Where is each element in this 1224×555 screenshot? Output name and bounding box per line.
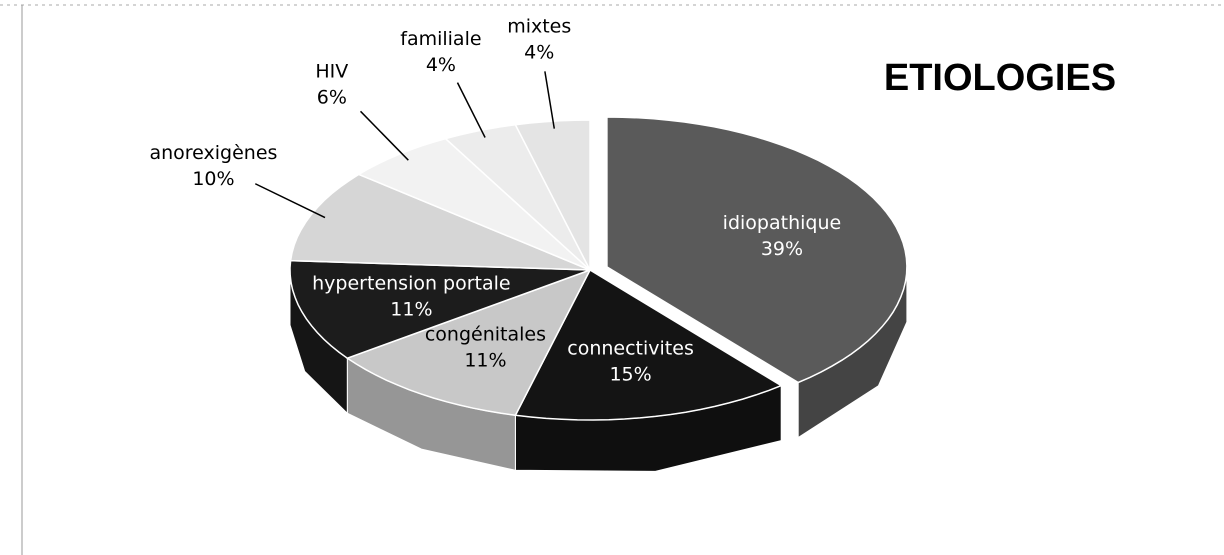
slice [357,137,591,271]
slice-value-label: 4% [426,54,456,76]
slice-label: hypertension portale [312,272,510,294]
slice-value-label: 4% [524,42,554,64]
slice-label: HIV [315,60,348,82]
leader-line [359,110,409,161]
leader-line [544,71,556,129]
leader-line [254,183,326,219]
slice [345,268,592,417]
slice-label: mixtes [507,16,571,38]
slice [289,259,591,360]
slice-value-label: 6% [317,86,347,108]
slice-label: familiale [400,28,481,50]
slice-label: congénitales [425,323,546,345]
slice-value-label: 39% [761,238,803,260]
slice-label: anorexigènes [149,142,277,164]
slice-value-label: 10% [192,168,234,190]
chart-title: ETIOLOGIES [884,57,1116,99]
slice-value-label: 15% [609,363,651,385]
leader-line [456,82,486,138]
slice [289,173,591,271]
slice [443,123,591,271]
slice-label: connectivites [567,337,694,359]
slice-label: idiopathique [723,212,842,234]
slice-value-label: 11% [464,349,506,371]
slice [606,116,908,384]
slice-value-label: 11% [390,298,432,320]
slice [514,268,783,421]
